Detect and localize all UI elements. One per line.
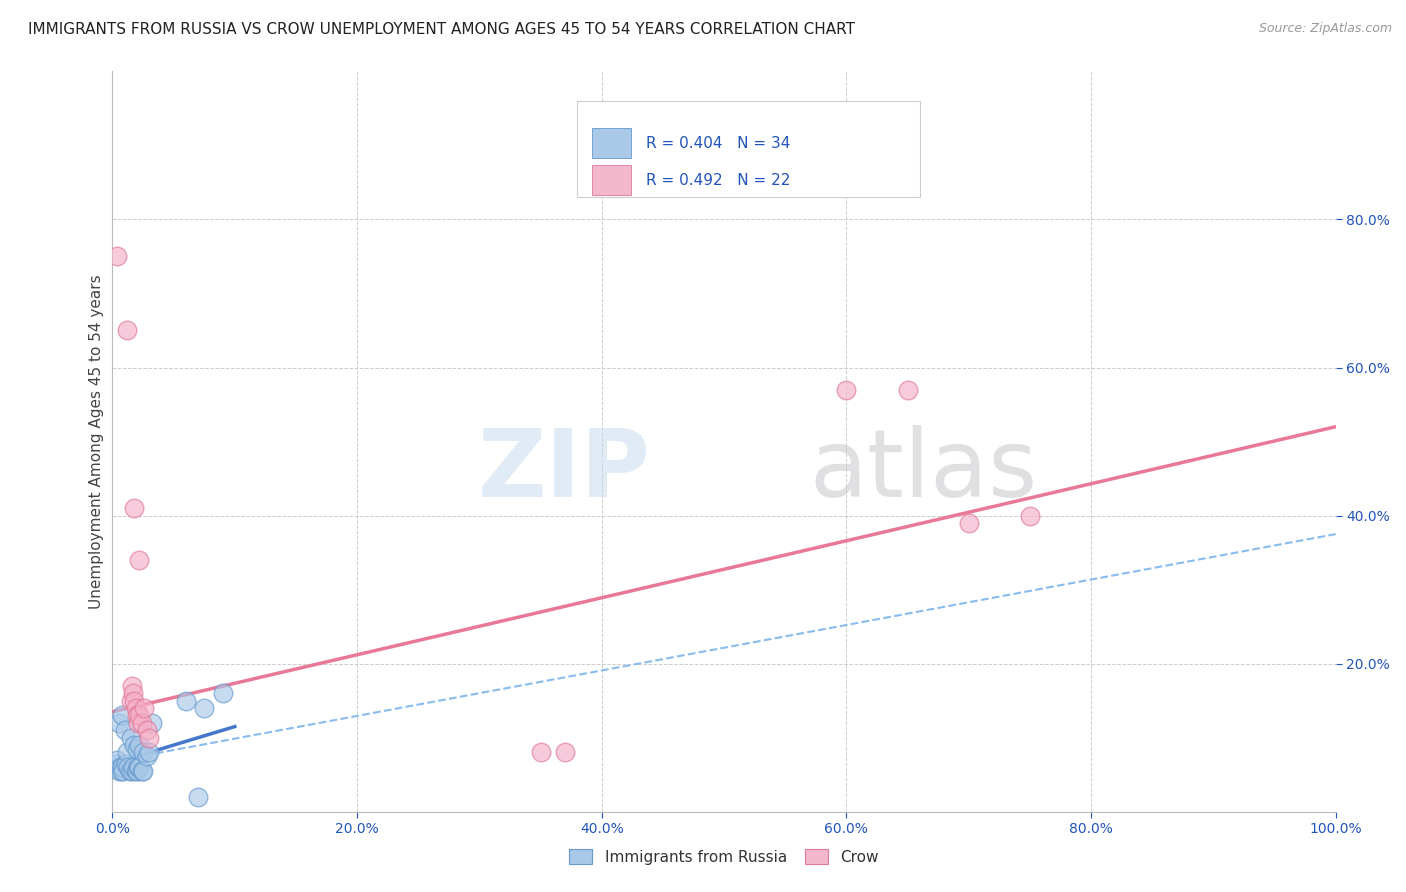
Point [132,746,155,760]
Text: Source: ZipAtlas.com: Source: ZipAtlas.com [1258,22,1392,36]
Point [125,701,148,715]
Point [115,746,138,760]
Text: R = 0.404   N = 34: R = 0.404 N = 34 [645,136,790,151]
Point [138,731,160,745]
Point [110,764,132,778]
Point [125,764,148,778]
Point [141,715,163,730]
Y-axis label: Unemployment Among Ages 45 to 54 years: Unemployment Among Ages 45 to 54 years [89,274,104,609]
Point [127,715,149,730]
Point [120,694,142,708]
Text: IMMIGRANTS FROM RUSSIA VS CROW UNEMPLOYMENT AMONG AGES 45 TO 54 YEARS CORRELATIO: IMMIGRANTS FROM RUSSIA VS CROW UNEMPLOYM… [28,22,855,37]
Point [835,383,858,397]
Point [112,764,135,778]
Point [125,708,148,723]
Point [131,715,153,730]
Point [120,731,142,745]
Point [957,516,980,530]
Point [121,679,143,693]
Point [174,694,197,708]
Point [1018,508,1040,523]
Point [128,553,150,567]
Bar [592,128,631,158]
Point [114,723,136,738]
Point [128,708,150,723]
Point [127,760,149,774]
Point [554,746,576,760]
Point [122,686,145,700]
Point [107,715,129,730]
Point [211,686,233,700]
Bar [592,165,631,195]
Point [105,250,128,264]
Legend: Immigrants from Russia, Crow: Immigrants from Russia, Crow [564,843,884,871]
Point [111,760,134,774]
Point [115,324,138,338]
Point [135,723,157,738]
Point [122,760,145,774]
Point [125,764,148,778]
Point [135,749,157,764]
Point [115,756,138,771]
Point [124,694,146,708]
Point [124,501,146,516]
Point [128,738,150,752]
Point [121,764,143,778]
Point [111,708,134,723]
Point [117,760,139,774]
Point [897,383,920,397]
Point [105,756,128,771]
Text: atlas: atlas [810,425,1038,517]
Text: ZIP: ZIP [478,425,651,517]
Point [134,701,156,715]
Point [108,760,131,774]
Point [193,701,215,715]
Point [138,746,160,760]
Point [131,764,153,778]
Text: R = 0.492   N = 22: R = 0.492 N = 22 [645,173,790,187]
Point [107,764,129,778]
Point [529,746,551,760]
Point [124,738,146,752]
Point [132,764,155,778]
Bar [578,101,920,197]
Point [118,764,141,778]
Point [105,753,128,767]
Point [187,789,209,804]
Point [128,760,150,774]
Point [125,741,148,756]
